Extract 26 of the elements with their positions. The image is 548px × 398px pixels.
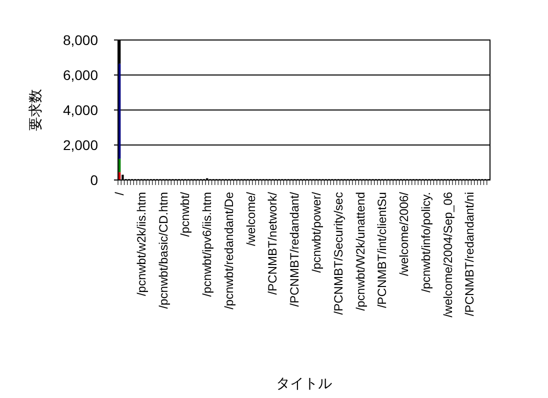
- x-tick-label: /pcnwbt/power/: [310, 191, 324, 273]
- y-axis-title: 要求数: [27, 89, 43, 131]
- x-tick-label: /PCNMBT/redandant/ni: [462, 192, 477, 316]
- x-tick-label: /pcnwbt/redandant/De: [222, 192, 236, 310]
- y-tick-label: 2,000: [62, 137, 98, 153]
- x-tick-label: /PCNMBT/Security/sec: [331, 192, 346, 315]
- x-tick-label: /PCNMBT/int/clientSu: [375, 192, 390, 308]
- x-tick-label: /welcome/2004/Sep_06: [440, 192, 455, 318]
- x-axis-title: タイトル: [276, 375, 332, 391]
- x-tick-label: /pcnwbt/w2k/iis.htm: [134, 192, 148, 296]
- y-tick-label: 4,000: [62, 102, 98, 118]
- bar: [118, 158, 121, 172]
- y-tick-label: 0: [90, 172, 98, 188]
- x-tick-label: /: [112, 191, 127, 196]
- x-tick-label: /PCNMBT/redandant/: [288, 191, 302, 307]
- x-tick-label: /pcnwbt/basic/CD.htm: [156, 192, 170, 309]
- x-tick-label: /pcnwbt/: [178, 191, 192, 237]
- bar: [118, 64, 121, 159]
- y-tick-label: 6,000: [62, 67, 98, 83]
- x-tick-label: /pcnwbt/W2k/unattend: [353, 192, 368, 311]
- x-tick-label: /pcnwbt/info/policy.: [418, 192, 433, 292]
- x-tick-label: /PCNMBT/network/: [266, 191, 280, 295]
- y-tick-label: 8,000: [62, 32, 98, 48]
- x-tick-label: /pcnwbt/ipv6/iis.htm: [200, 192, 214, 297]
- x-tick-label: /welcome/: [244, 191, 258, 246]
- x-tick-label: /welcome/2006/: [397, 191, 412, 276]
